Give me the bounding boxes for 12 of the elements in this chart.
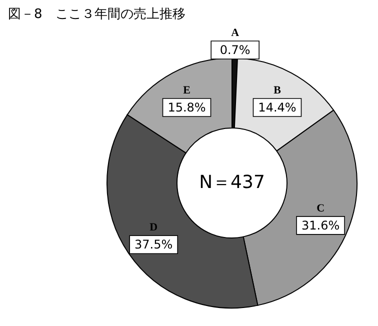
data-label: 37.5%: [134, 238, 173, 252]
slice-label: D: [150, 222, 158, 234]
slice-label: A: [231, 27, 240, 40]
data-label: 31.6%: [301, 218, 340, 232]
slice-label: C: [316, 202, 325, 214]
data-label: 0.7%: [220, 43, 250, 58]
slice-label: B: [274, 84, 282, 96]
data-label: 15.8%: [168, 100, 206, 114]
data-label: 14.4%: [258, 100, 296, 114]
slice-label: E: [183, 84, 190, 96]
text: N＝437: [199, 172, 265, 193]
chart-title: 図－8 ここ３年間の売上推移: [8, 7, 186, 22]
